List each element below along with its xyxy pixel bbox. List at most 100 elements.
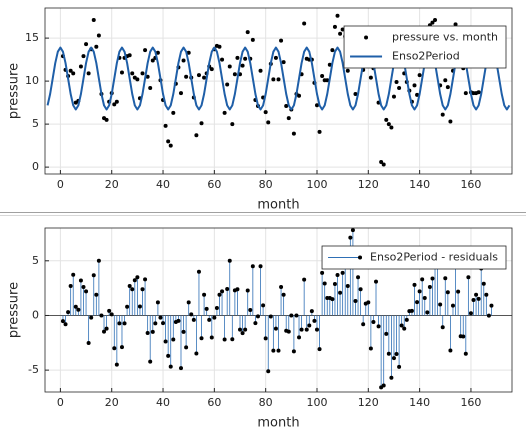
data-point [276,77,281,82]
data-point [314,103,319,108]
stem-marker [456,289,461,294]
data-point [384,117,389,122]
legend: pressure vs. month Enso2Period [343,25,507,69]
stem-marker [220,289,225,294]
stem-marker [78,278,83,283]
x-tick-label: 160 [460,396,481,409]
stem-marker [307,323,312,328]
stem-marker [353,299,358,304]
data-point [327,62,332,67]
stem-marker [89,315,94,320]
stem-marker [130,287,135,292]
x-tick-label: 80 [259,178,273,191]
stem-marker [127,283,132,288]
y-axis-label: pressure [7,63,22,119]
data-point [227,64,232,69]
stem-marker [427,285,432,290]
data-point [143,48,148,53]
stem-marker [186,300,191,305]
stem-marker [340,270,345,275]
stem-marker [368,346,373,351]
stem-marker [273,326,278,331]
data-point [199,121,204,126]
stem-marker [302,277,307,282]
data-point [250,37,255,42]
stem-marker [438,302,443,307]
data-point [325,78,330,83]
stem-marker [361,322,366,327]
stem-marker [171,337,176,342]
stem-marker [227,258,232,263]
data-point [127,53,132,58]
stem-marker [420,277,425,282]
data-point [386,122,391,127]
data-point [258,68,263,73]
stem-marker [104,326,109,331]
stem-marker [204,306,209,311]
stem-marker [168,364,173,369]
stem-marker [194,351,199,356]
stem-marker [481,281,486,286]
y-tick-label: 5 [32,254,39,267]
data-point [186,50,191,55]
stem-marker [276,348,281,353]
x-tick-label: 60 [207,396,221,409]
data-point [381,162,386,167]
data-point [71,71,76,76]
stem-marker [399,323,404,328]
data-point [286,116,291,121]
x-tick-label: 100 [306,396,327,409]
stem-marker [376,324,381,329]
stem-marker [299,327,304,332]
stem-marker [386,351,391,356]
stem-marker [132,278,137,283]
data-point [145,74,150,79]
stem-marker [317,347,322,352]
stem-marker [255,314,260,319]
stem-marker [320,270,325,275]
stem-marker [84,289,89,294]
stem-marker [356,275,361,280]
stem-marker [291,349,296,354]
stem-marker [245,288,250,293]
x-tick-label: 60 [207,178,221,191]
data-point [163,123,168,128]
data-point [184,74,189,79]
stem-marker [76,307,81,312]
stem-marker [402,326,407,331]
stem-marker [425,310,430,315]
stem-marker [71,272,76,277]
stem-marker [209,335,214,340]
stem-marker [335,273,340,278]
x-tick-label: 120 [358,178,379,191]
stem-marker [196,269,201,274]
stem-marker [207,317,212,322]
legend-box [343,25,507,69]
stem-marker [60,319,65,324]
x-tick-label: 0 [57,178,64,191]
data-point [178,91,183,96]
stem-marker [263,336,268,341]
stem-marker [374,279,379,284]
stem-marker [417,289,422,294]
data-point [445,85,450,90]
stem-marker [235,287,240,292]
stem-marker [489,303,494,308]
stem-marker [314,327,319,332]
data-point [302,21,307,26]
legend-box [321,245,507,270]
stem-marker [68,283,73,288]
data-point [222,110,227,115]
data-point [119,70,124,75]
legend-marker [358,255,363,260]
stem-marker [189,312,194,317]
legend-marker [364,35,369,40]
data-point [243,56,248,61]
data-point [168,143,173,148]
stem-marker [294,313,299,318]
stem-marker [253,321,258,326]
stem-marker [266,369,271,374]
y-axis-label: pressure [7,282,22,338]
legend: Enso2Period - residuals [321,245,507,270]
stem-marker [394,351,399,356]
